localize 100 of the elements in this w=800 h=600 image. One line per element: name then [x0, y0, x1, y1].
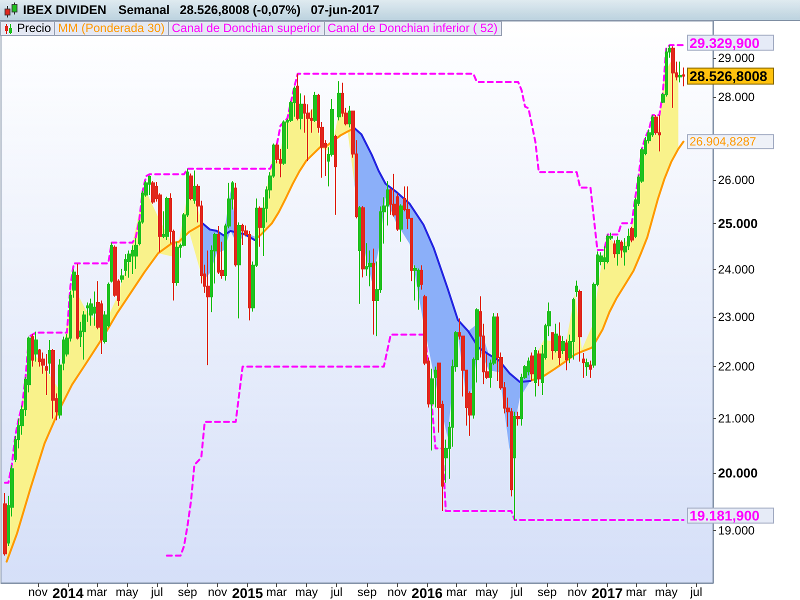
candlestick: [51, 348, 55, 420]
x-tick-label: jul: [689, 585, 702, 599]
candlestick: [516, 411, 520, 426]
y-tick-label: 19.000: [718, 524, 756, 538]
candlestick: [334, 134, 337, 216]
data-label: 26.904,8287: [689, 134, 757, 149]
candlestick: [282, 120, 286, 166]
candlestick: [348, 105, 351, 128]
candlestick: [189, 172, 193, 201]
x-tick-label: 2014: [52, 585, 84, 600]
text: Canal de Donchian inferior ( 52): [328, 21, 498, 35]
text: Canal de Donchian superior: [172, 21, 320, 35]
candlestick: [175, 241, 179, 286]
candlestick: [237, 222, 241, 319]
candlestick: [534, 346, 537, 398]
y-tick-label: 21.000: [718, 412, 756, 426]
x-tick-label: mar: [266, 585, 287, 599]
candlestick: [127, 250, 131, 278]
text: 28.526,8008: [689, 68, 768, 84]
candlestick: [193, 170, 196, 204]
text: 28.526,8008 (-0,07%): [180, 3, 301, 17]
candlestick: [337, 80, 341, 121]
data-label: 29.329,900: [689, 34, 760, 51]
y-tick-label: 23.000: [718, 310, 756, 324]
candlestick: [551, 332, 554, 360]
candlestick: [558, 322, 561, 366]
candlestick: [420, 264, 423, 290]
line-series: [202, 222, 256, 241]
data-label: 19.181,900: [689, 508, 760, 524]
candlestick: [241, 223, 244, 246]
x-tick-label: nov: [568, 585, 587, 599]
x-tick-label: nov: [208, 585, 228, 599]
candlestick: [148, 175, 151, 196]
candlestick: [399, 204, 403, 242]
candlestick: [578, 289, 582, 362]
candlestick: [45, 354, 48, 396]
x-tick-label: mar: [446, 585, 467, 599]
x-tick-label: mar: [86, 585, 108, 599]
candlestick: [3, 492, 7, 556]
candlestick: [575, 280, 578, 298]
candlestick: [165, 196, 169, 240]
line-series: [4, 44, 684, 484]
candlestick: [561, 336, 565, 355]
y-tick-label: 28.000: [718, 90, 756, 104]
candlestick: [620, 240, 623, 258]
candlestick: [217, 225, 220, 275]
candlestick: [313, 91, 317, 123]
x-tick-label: jul: [510, 585, 523, 599]
line-series: [354, 127, 532, 384]
candlestick: [537, 350, 541, 387]
x-tick-label: may: [295, 585, 318, 599]
candlestick: [31, 334, 34, 368]
candlestick: [572, 297, 575, 360]
x-tick-label: sep: [357, 585, 378, 599]
y-tick-label: 22.000: [718, 360, 756, 374]
candlestick: [565, 339, 568, 371]
candlestick: [530, 352, 534, 382]
candlestick: [554, 323, 558, 354]
candlestick: [671, 46, 675, 108]
text: MM (Ponderada 30): [58, 21, 165, 35]
candlestick: [658, 114, 661, 152]
x-tick-label: jul: [330, 585, 343, 599]
x-tick-label: sep: [178, 585, 198, 599]
candlestick: [110, 242, 113, 284]
y-tick-label: 25.000: [718, 216, 758, 232]
candlestick: [93, 290, 96, 326]
candlestick: [358, 205, 361, 304]
x-tick-label: mar: [626, 585, 647, 599]
candlestick: [613, 240, 616, 258]
legend-label: Precio: [17, 21, 52, 35]
candlestick: [361, 205, 365, 278]
candlestick: [585, 358, 589, 376]
candlestick: [582, 352, 585, 378]
text: 07-jun-2017: [310, 3, 380, 17]
x-tick-label: sep: [538, 585, 558, 599]
candlestick: [34, 331, 38, 362]
candlestick: [589, 360, 592, 378]
chart-subtitle: Semanal: [118, 3, 170, 17]
candlestick: [513, 411, 516, 520]
candlestick: [372, 248, 375, 336]
x-tick-label: jul: [150, 585, 163, 599]
chart-title: IBEX DIVIDEN: [23, 3, 106, 17]
candlestick: [234, 182, 237, 268]
candlestick: [296, 73, 299, 121]
candlestick: [48, 340, 51, 374]
candlestick: [76, 263, 79, 340]
x-tick-label: 2015: [232, 585, 264, 600]
x-tick-label: 2017: [592, 585, 623, 600]
y-tick-label: 26.000: [718, 172, 756, 187]
line-series: [166, 334, 684, 557]
candlestick: [682, 66, 685, 87]
candlestick: [678, 61, 682, 83]
x-tick-label: nov: [28, 585, 48, 599]
y-tick-label: 24.000: [718, 262, 756, 276]
candlestick: [630, 226, 634, 243]
y-tick-label: 20.000: [718, 466, 758, 481]
candlestick: [206, 250, 210, 366]
candlestick: [527, 357, 530, 376]
x-tick-label: may: [475, 585, 498, 599]
candlestick: [430, 368, 434, 452]
